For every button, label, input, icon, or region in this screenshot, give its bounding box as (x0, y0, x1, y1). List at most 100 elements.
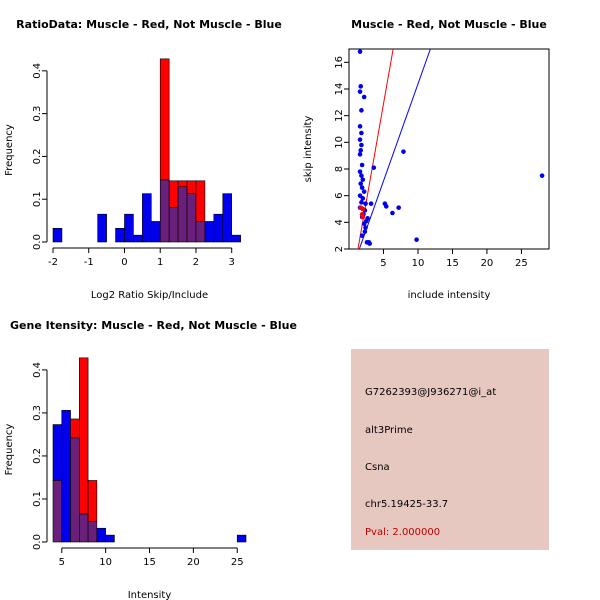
ratio-x-tick-label: 0 (121, 257, 127, 268)
scatter-point-not-muscle (357, 124, 363, 129)
ratio-bar-not-muscle (97, 213, 107, 243)
ratio-bar-not-muscle (204, 221, 215, 243)
ratio-bar-not-muscle (124, 213, 134, 243)
scatter-point-not-muscle (371, 165, 377, 170)
intensity-bar-overlap (52, 480, 63, 543)
ratio-y-tick-label: 0.3 (32, 106, 43, 122)
scatter-y-tick-label: 4 (334, 219, 345, 225)
intensity-bar-overlap (70, 437, 80, 543)
intensity-x-tick-label: 20 (187, 557, 200, 568)
scatter-point-muscle (360, 214, 366, 220)
ratio-bar-not-muscle (115, 228, 125, 243)
ratio-x-tick-label: -2 (48, 257, 58, 268)
scatter-x-tick-label: 15 (446, 258, 459, 269)
scatter-x-axis-label: include intensity (408, 290, 491, 301)
scatter-point-not-muscle (359, 108, 364, 113)
scatter-x-tick-label: 5 (380, 258, 386, 269)
intensity-bar-not-muscle (105, 534, 115, 543)
scatter-point-not-muscle (367, 241, 372, 246)
scatter-point-not-muscle (365, 216, 370, 221)
scatter-point-not-muscle (359, 185, 365, 190)
scatter-point-not-muscle (361, 94, 367, 100)
intensity-bar-not-muscle (61, 410, 71, 543)
scatter-x-tick-label: 20 (481, 258, 494, 269)
ratio-bar-overlap (159, 179, 170, 243)
intensity-x-tick-label: 25 (231, 557, 244, 568)
intensity-y-tick-label: 0.2 (32, 448, 43, 464)
ratio-bar-overlap (195, 221, 206, 243)
ratio-bar-not-muscle (142, 193, 152, 243)
probe-id: G7262393@J936271@i_at (365, 387, 497, 398)
scatter-point-not-muscle (357, 152, 363, 157)
scatter-y-tick-label: 2 (334, 246, 345, 252)
ratio-title: RatioData: Muscle - Red, Not Muscle - Bl… (16, 18, 282, 31)
probe-info-panel: G7262393@J936271@i_at alt3Prime Csna chr… (351, 349, 549, 550)
scatter-y-tick-label: 6 (334, 192, 345, 198)
scatter-point-not-muscle (362, 229, 368, 234)
scatter-point-muscle (360, 206, 366, 212)
scatter-y-tick-label: 10 (334, 136, 345, 149)
ratio-bar-muscle (195, 180, 206, 222)
ratio-x-tick-label: 2 (193, 257, 199, 268)
scatter-point-not-muscle (414, 237, 419, 242)
scatter-point-not-muscle (359, 162, 365, 168)
ratio-x-tick-label: 1 (157, 257, 163, 268)
scatter-point-not-muscle (359, 142, 364, 148)
intensity-x-axis-label: Intensity (128, 590, 172, 600)
ratio-bar-not-muscle (52, 228, 63, 243)
scatter-point-not-muscle (363, 201, 368, 206)
scatter-y-tick-label: 16 (334, 56, 345, 69)
scatter-point-not-muscle (390, 210, 395, 216)
intensity-y-tick-label: 0.0 (32, 534, 43, 550)
scatter-point-not-muscle (383, 204, 389, 209)
ratio-bar-overlap (177, 186, 188, 243)
scatter-point-not-muscle (357, 169, 363, 174)
intensity-y-axis-label: Frequency (4, 424, 15, 476)
ratio-x-axis-label: Log2 Ratio Skip/Include (91, 290, 208, 301)
scatter-point-not-muscle (539, 173, 545, 178)
intensity-title: Gene Itensity: Muscle - Red, Not Muscle … (10, 319, 297, 332)
scatter-y-tick-label: 12 (334, 109, 345, 122)
scatter-point-not-muscle (363, 225, 368, 230)
ratio-y-tick-label: 0.2 (32, 148, 43, 164)
intensity-y-tick-label: 0.4 (32, 362, 43, 378)
scatter-point-not-muscle (358, 84, 364, 89)
ratio-bar-not-muscle (222, 193, 233, 243)
p-value: Pval: 2.000000 (365, 527, 441, 538)
ratio-bar-overlap (168, 207, 179, 243)
scatter-point-not-muscle (368, 201, 374, 206)
ratio-bar-not-muscle (133, 234, 143, 243)
scatter-point-not-muscle (361, 221, 367, 226)
intensity-y-tick-label: 0.3 (32, 405, 43, 421)
intensity-bar-muscle (70, 418, 80, 439)
intensity-x-tick-label: 10 (99, 557, 112, 568)
scatter-x-tick-label: 25 (515, 258, 528, 269)
scatter-point-not-muscle (359, 130, 364, 136)
scatter-title: Muscle - Red, Not Muscle - Blue (351, 18, 547, 31)
intensity-bar-overlap (87, 521, 98, 543)
scatter-point-not-muscle (360, 196, 366, 201)
ratio-y-tick-label: 0.1 (32, 191, 43, 207)
intensity-bar-muscle (79, 357, 89, 515)
scatter-y-tick-label: 14 (334, 83, 345, 96)
intensity-bar-not-muscle (52, 424, 63, 481)
ratio-y-tick-label: 0.4 (32, 63, 43, 79)
scatter-y-axis-label: skip intensity (303, 116, 314, 183)
scatter-point-not-muscle (359, 173, 364, 178)
ratio-y-tick-label: 0.0 (32, 234, 43, 250)
intensity-x-tick-label: 15 (143, 557, 156, 568)
scatter-point-not-muscle (360, 177, 366, 182)
ratio-bar-muscle (168, 180, 179, 208)
ratio-y-axis-label: Frequency (4, 124, 15, 176)
scatter-point-not-muscle (401, 149, 406, 154)
event-type: alt3Prime (365, 425, 413, 436)
intensity-bar-not-muscle (236, 534, 247, 543)
intensity-x-tick-label: 5 (59, 557, 65, 568)
ratio-x-tick-label: -1 (84, 257, 94, 268)
ratio-bar-muscle (159, 58, 170, 181)
gene-symbol: Csna (365, 462, 390, 473)
scatter-x-tick-label: 10 (412, 258, 425, 269)
ratio-bar-not-muscle (213, 213, 224, 243)
scatter-point-not-muscle (359, 233, 365, 238)
